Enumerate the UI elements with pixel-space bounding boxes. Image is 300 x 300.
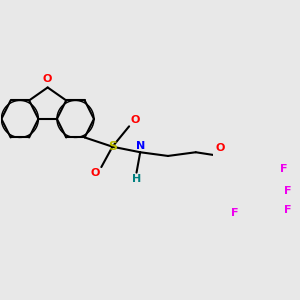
Text: O: O xyxy=(216,143,225,153)
Text: F: F xyxy=(284,186,292,196)
Text: O: O xyxy=(43,74,52,84)
Text: F: F xyxy=(284,205,292,214)
Text: O: O xyxy=(91,168,100,178)
Text: N: N xyxy=(136,141,145,151)
Text: S: S xyxy=(108,140,117,153)
Text: H: H xyxy=(132,174,141,184)
Text: O: O xyxy=(130,115,140,125)
Text: F: F xyxy=(280,164,288,174)
Text: F: F xyxy=(231,208,239,218)
